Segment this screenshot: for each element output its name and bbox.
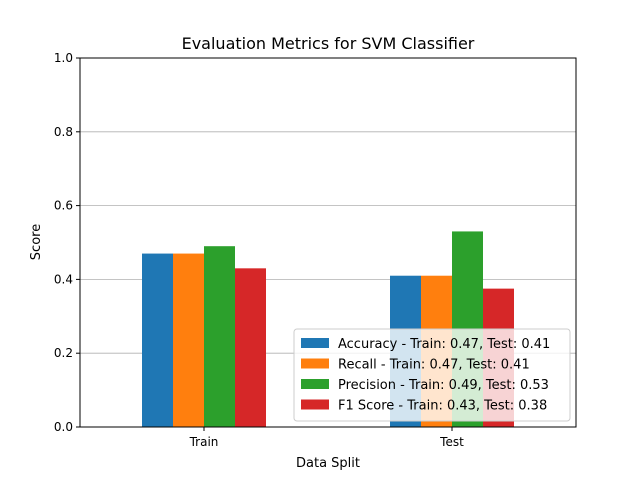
y-tick-label-1: 0.2: [54, 346, 73, 360]
plot-frame: [79, 57, 577, 428]
legend-label-3: F1 Score - Train: 0.43, Test: 0.38: [338, 399, 547, 414]
bar-precision-train: [204, 246, 235, 427]
x-tick-label-train: Train: [189, 435, 219, 449]
legend-label-0: Accuracy - Train: 0.47, Test: 0.41: [338, 337, 550, 352]
x-axis-label: Data Split: [296, 456, 360, 471]
legend-swatch-0: [301, 338, 329, 348]
legend-label-2: Precision - Train: 0.49, Test: 0.53: [338, 378, 549, 393]
bar-f1-train: [235, 268, 266, 427]
chart-title: Evaluation Metrics for SVM Classifier: [182, 34, 475, 53]
y-tick-label-3: 0.6: [54, 199, 73, 213]
legend: Accuracy - Train: 0.47, Test: 0.41 Recall…: [293, 328, 571, 422]
y-axis: 0.0 0.2 0.4 0.6 0.8 1.0: [54, 51, 80, 434]
bar-recall-train: [173, 253, 204, 427]
y-tick-label-2: 0.4: [54, 272, 73, 286]
x-axis: Train Test: [189, 427, 464, 449]
legend-swatch-3: [301, 399, 329, 410]
legend-swatch-1: [301, 358, 329, 369]
legend-label-1: Recall - Train: 0.47, Test: 0.41: [338, 358, 530, 373]
legend-swatch-2: [301, 379, 329, 389]
legend-box: [293, 328, 571, 422]
x-tick-label-test: Test: [439, 435, 464, 449]
y-axis-label: Score: [29, 224, 44, 260]
y-tick-label-0: 0.0: [54, 420, 73, 434]
bar-accuracy-train: [142, 253, 173, 427]
y-tick-label-4: 0.8: [54, 125, 73, 139]
y-tick-label-5: 1.0: [54, 51, 73, 65]
